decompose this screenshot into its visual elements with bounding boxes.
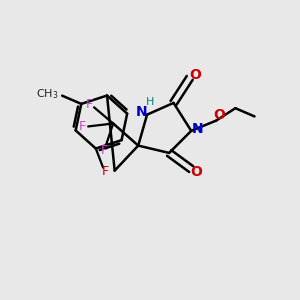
Text: F: F [101, 144, 108, 158]
Text: F: F [86, 98, 93, 111]
Text: N: N [191, 122, 203, 136]
Text: F: F [79, 120, 86, 133]
Text: H: H [146, 97, 154, 107]
Text: F: F [101, 165, 109, 178]
Text: O: O [213, 108, 225, 122]
Text: N: N [135, 105, 147, 119]
Text: CH$_3$: CH$_3$ [36, 88, 58, 101]
Text: O: O [189, 68, 201, 82]
Text: O: O [190, 165, 202, 179]
